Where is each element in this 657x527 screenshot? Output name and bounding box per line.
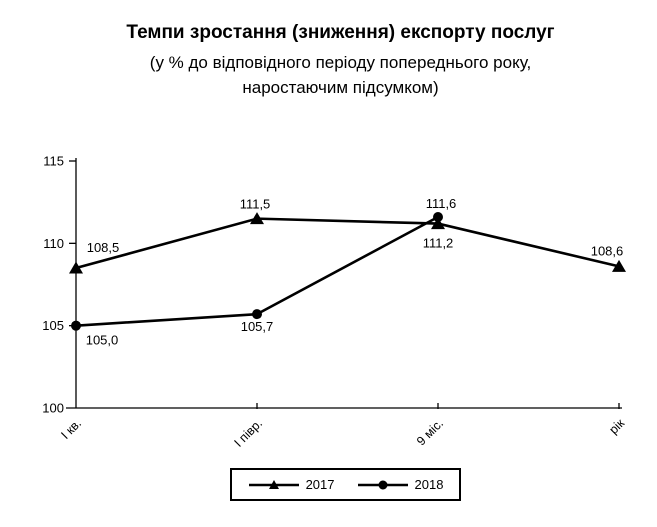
x-tick-label: рік [606, 416, 627, 437]
legend-item-2018: 2018 [357, 477, 444, 492]
circle-marker [71, 320, 81, 331]
series-2017: 108,5 111,5 111,2 108,6 [69, 197, 626, 274]
chart-heading: Темпи зростання (зниження) експорту посл… [12, 20, 657, 100]
chart-title: Темпи зростання (зниження) експорту посл… [126, 22, 555, 43]
data-label: 105,0 [86, 333, 119, 348]
series-line-2017 [75, 217, 620, 270]
circle-marker [433, 211, 443, 222]
x-tick-label: І півр. [231, 416, 265, 450]
x-axis-labels: І кв. І півр. 9 міс. рік [58, 416, 627, 450]
data-label: 111,6 [426, 196, 457, 211]
circle-marker-icon [357, 480, 408, 489]
data-label: 108,5 [87, 240, 120, 255]
y-tick-label: 110 [43, 236, 64, 251]
triangle-marker [250, 212, 264, 225]
legend-item-2017: 2017 [248, 477, 335, 492]
x-tick-label: І кв. [58, 416, 84, 442]
series-2018: 105,0 105,7 111,6 [71, 196, 456, 348]
triangle-marker [431, 217, 445, 230]
y-axis-labels: 100 105 110 115 [42, 154, 64, 416]
axes [66, 158, 622, 409]
triangle-marker [612, 259, 626, 272]
data-label: 105,7 [241, 319, 274, 334]
legend-label: 2017 [305, 477, 335, 492]
legend-label: 2018 [414, 477, 444, 492]
triangle-marker-icon [248, 479, 299, 489]
chart-legend: 2017 2018 [230, 468, 461, 501]
chart-subtitle-line2: наростаючим підсумком) [242, 78, 439, 97]
y-tick-label: 100 [42, 401, 64, 416]
x-tick-label: 9 міс. [414, 416, 446, 448]
data-label: 111,5 [240, 197, 271, 212]
y-tick-label: 105 [42, 318, 64, 333]
chart-subtitle-line1: (у % до відповідного періоду попередньог… [149, 53, 532, 72]
triangle-marker [69, 261, 83, 274]
y-tick-label: 115 [43, 154, 64, 169]
data-label: 111,2 [423, 236, 454, 251]
circle-marker [252, 309, 262, 320]
data-label: 108,6 [591, 243, 624, 258]
